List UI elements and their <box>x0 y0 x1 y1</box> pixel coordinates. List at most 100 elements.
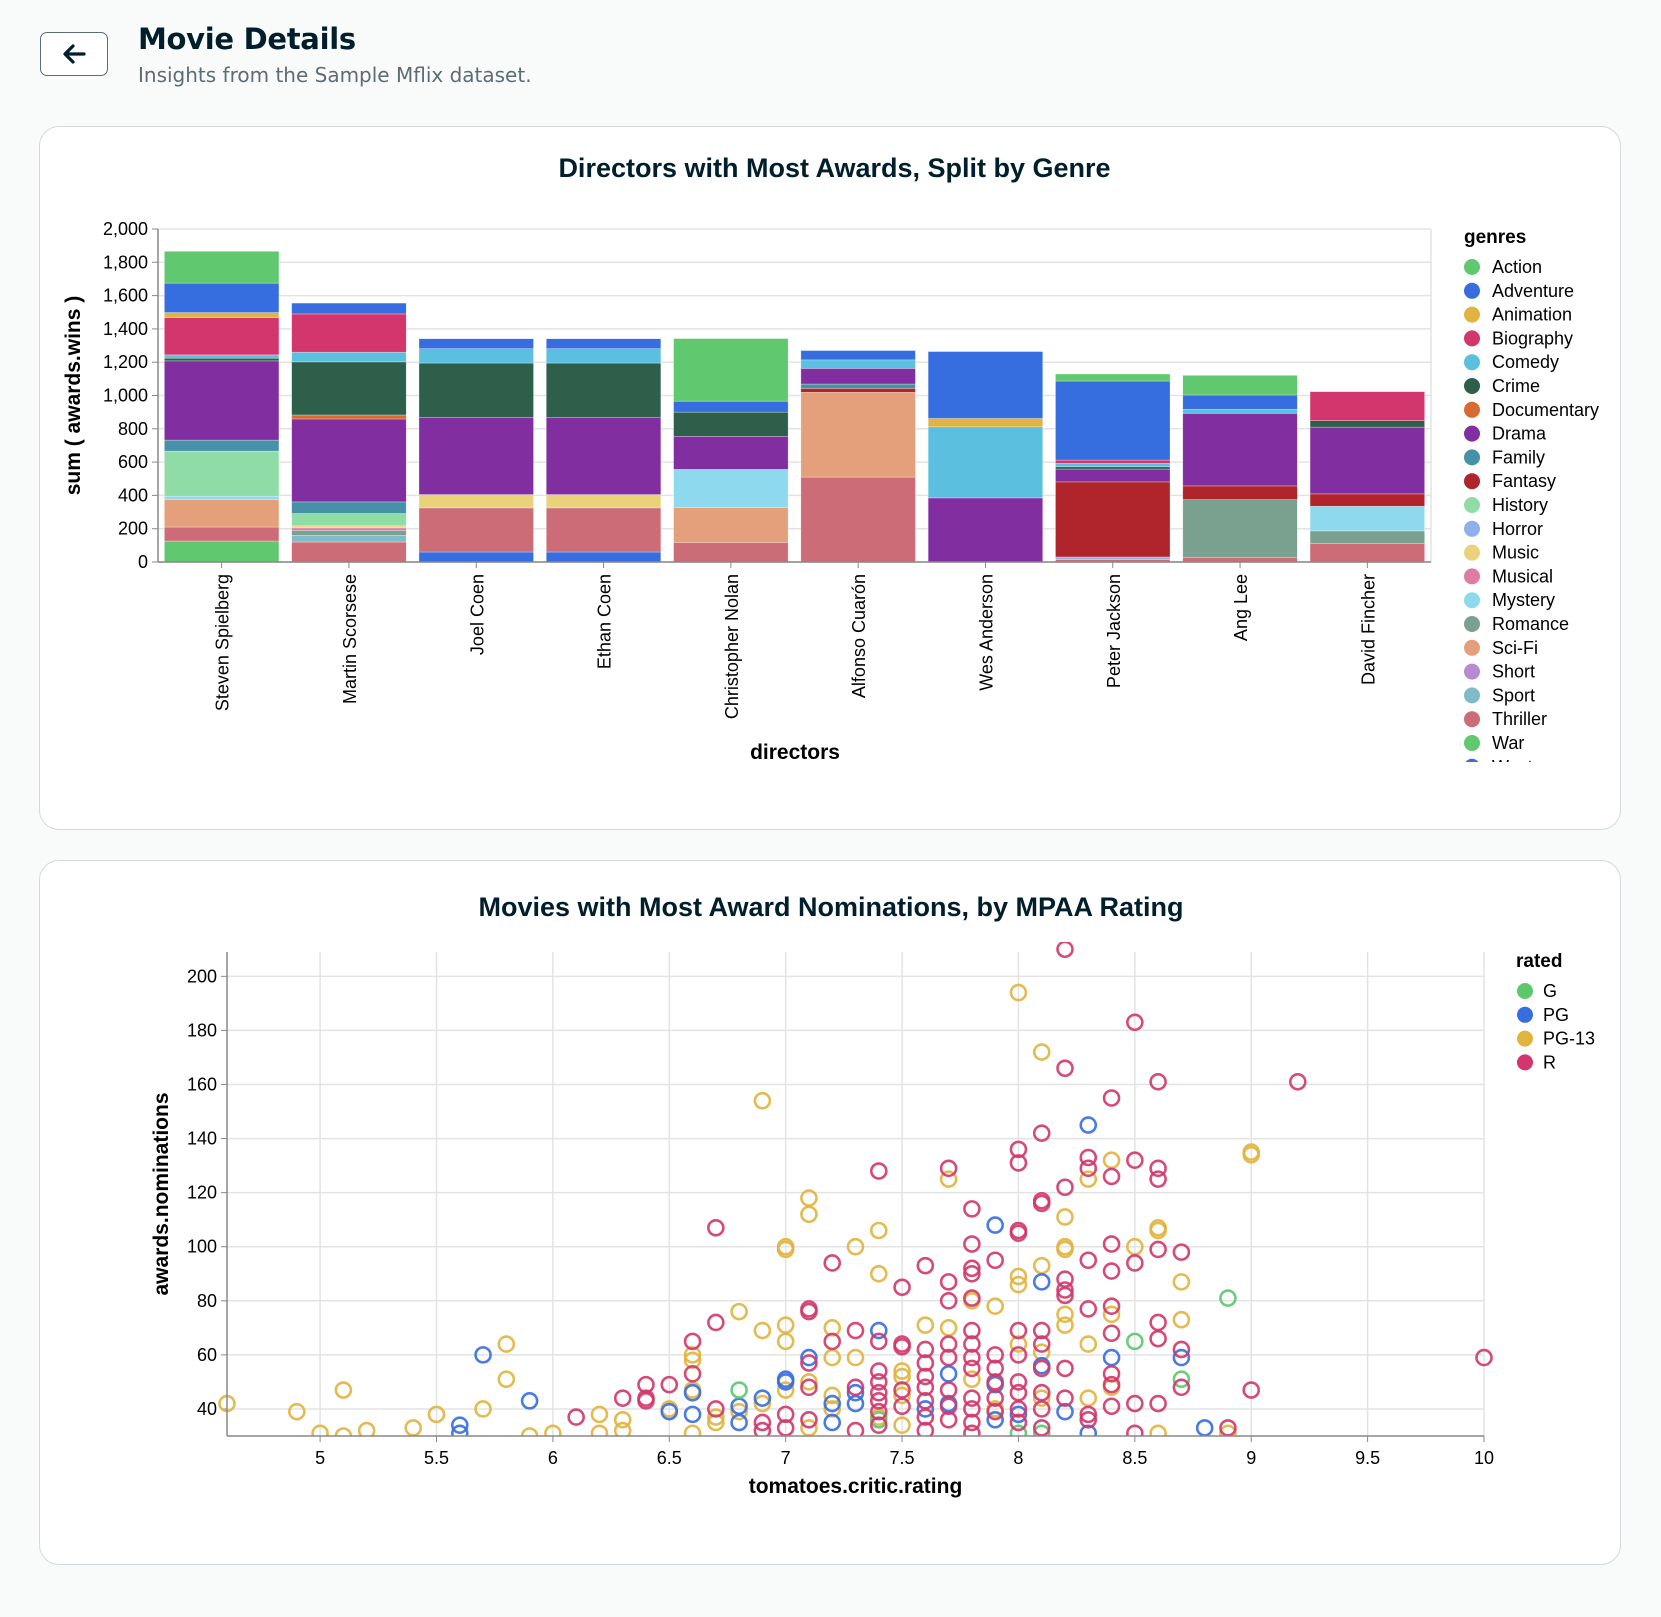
point-r <box>963 1200 981 1218</box>
point-pg <box>1079 1424 1098 1436</box>
bar-segment-history <box>164 450 280 497</box>
point-r <box>869 1162 888 1180</box>
bar-segment-crime <box>164 357 280 362</box>
bar-segment-drama <box>800 368 916 385</box>
point-r <box>1102 1167 1121 1186</box>
bar-segment-war <box>164 540 280 563</box>
x-tick-label: 9 <box>1246 1448 1256 1468</box>
point-pg-13 <box>893 1367 911 1386</box>
point-pg-13 <box>1172 1310 1191 1329</box>
bar-segment-drama <box>1309 426 1425 495</box>
point-pg-13 <box>1242 1145 1261 1164</box>
chart-title: Directors with Most Awards, Split by Gen… <box>558 153 1110 183</box>
point-pg-13 <box>1009 1275 1028 1294</box>
bar-segment-action <box>1182 375 1298 396</box>
bar-segment-thriller <box>673 542 789 563</box>
point-r <box>869 1373 888 1391</box>
point-r <box>916 1367 935 1386</box>
point-pg-13 <box>963 1370 981 1389</box>
point-g <box>730 1381 748 1399</box>
legend-label: Animation <box>1492 305 1572 325</box>
point-pg-13 <box>730 1302 748 1321</box>
point-pg-13 <box>916 1316 935 1334</box>
point-r <box>893 1337 911 1356</box>
legend-label: Thriller <box>1492 709 1547 729</box>
bar-segment-fantasy <box>1182 485 1298 500</box>
genres-legend: genres Action Adventure Animation Biography C… <box>1464 227 1599 762</box>
bar-segment-biography <box>1309 391 1425 421</box>
back-button[interactable] <box>40 32 108 76</box>
legend-label: Documentary <box>1492 400 1599 420</box>
x-tick-label: Martin Scorsese <box>340 574 360 704</box>
point-r <box>963 1413 981 1432</box>
y-tick-label: 200 <box>118 519 148 539</box>
bar-segment-history <box>291 513 407 527</box>
point-r <box>1032 1124 1051 1142</box>
legend-label: Music <box>1492 543 1539 563</box>
point-r <box>753 1421 772 1436</box>
y-tick-label: 2,000 <box>103 219 148 239</box>
bar-segment-romance <box>291 530 407 536</box>
bar-segment-drama <box>545 417 662 495</box>
y-tick-label: 140 <box>187 1129 217 1149</box>
point-pg <box>660 1402 679 1421</box>
legend-label: Family <box>1492 447 1545 467</box>
point-r <box>939 1273 958 1291</box>
legend-label: Horror <box>1492 519 1543 539</box>
legend-swatch-fantasy <box>1464 473 1480 490</box>
point-pg-13 <box>357 1421 376 1436</box>
point-r <box>963 1335 981 1353</box>
point-pg-13 <box>1056 1305 1074 1324</box>
point-r <box>916 1256 935 1275</box>
legend-label: Sport <box>1492 685 1535 705</box>
point-r <box>1149 1072 1167 1091</box>
legend-swatch-adventure <box>1464 282 1480 299</box>
point-pg-13 <box>1032 1043 1051 1061</box>
point-pg <box>450 1416 469 1434</box>
point-r <box>1172 1340 1191 1359</box>
bar-segment-fantasy <box>800 388 916 393</box>
bar-segment-documentary <box>291 414 407 420</box>
legend-label: History <box>1492 495 1548 515</box>
point-r <box>1032 1335 1051 1353</box>
point-pg-13 <box>497 1335 516 1353</box>
x-tick-label: Alfonso Cuarón <box>849 574 869 698</box>
point-r <box>1079 1159 1098 1178</box>
point-r <box>1149 1240 1167 1259</box>
legend-swatch-comedy <box>1464 354 1480 371</box>
point-r <box>707 1313 725 1332</box>
bar-segment-western <box>545 551 662 563</box>
bar-segment-animation <box>164 312 280 318</box>
point-pg-13 <box>544 1424 562 1436</box>
bar-chart-card: Directors with Most Awards, Split by Gen… <box>39 126 1621 830</box>
bar-segment-thriller <box>164 526 280 542</box>
point-r <box>1475 1348 1493 1367</box>
point-r <box>1102 1324 1121 1343</box>
point-pg-13 <box>1079 1170 1098 1188</box>
point-r <box>986 1402 1004 1421</box>
legend-swatch-animation <box>1464 306 1480 323</box>
legend-swatch-family <box>1464 449 1480 466</box>
point-r <box>1056 1178 1074 1197</box>
point-r <box>1009 1154 1028 1172</box>
point-pg-13 <box>800 1205 818 1224</box>
point-r <box>869 1383 888 1402</box>
bar-segment-comedy <box>291 351 407 363</box>
bar-segment-animation <box>927 418 1044 428</box>
point-pg <box>846 1383 865 1402</box>
point-r <box>1149 1170 1167 1188</box>
point-r <box>1102 1375 1121 1394</box>
point-r <box>1056 1059 1074 1078</box>
point-pg-13 <box>776 1381 795 1399</box>
bar-segment-biography <box>291 313 407 353</box>
bar-segment-sci-fi <box>164 499 280 528</box>
bar-segment-mystery <box>1309 505 1425 532</box>
point-r <box>683 1332 702 1351</box>
page-subtitle: Insights from the Sample Mflix dataset. <box>138 63 532 87</box>
point-pg-13 <box>939 1170 958 1188</box>
legend-swatch-sci-fi <box>1464 639 1480 656</box>
x-tick-label: 9.5 <box>1355 1448 1380 1468</box>
x-tick-label: Ethan Coen <box>595 574 615 669</box>
point-r <box>1009 1346 1028 1364</box>
page-title: Movie Details <box>138 22 356 56</box>
